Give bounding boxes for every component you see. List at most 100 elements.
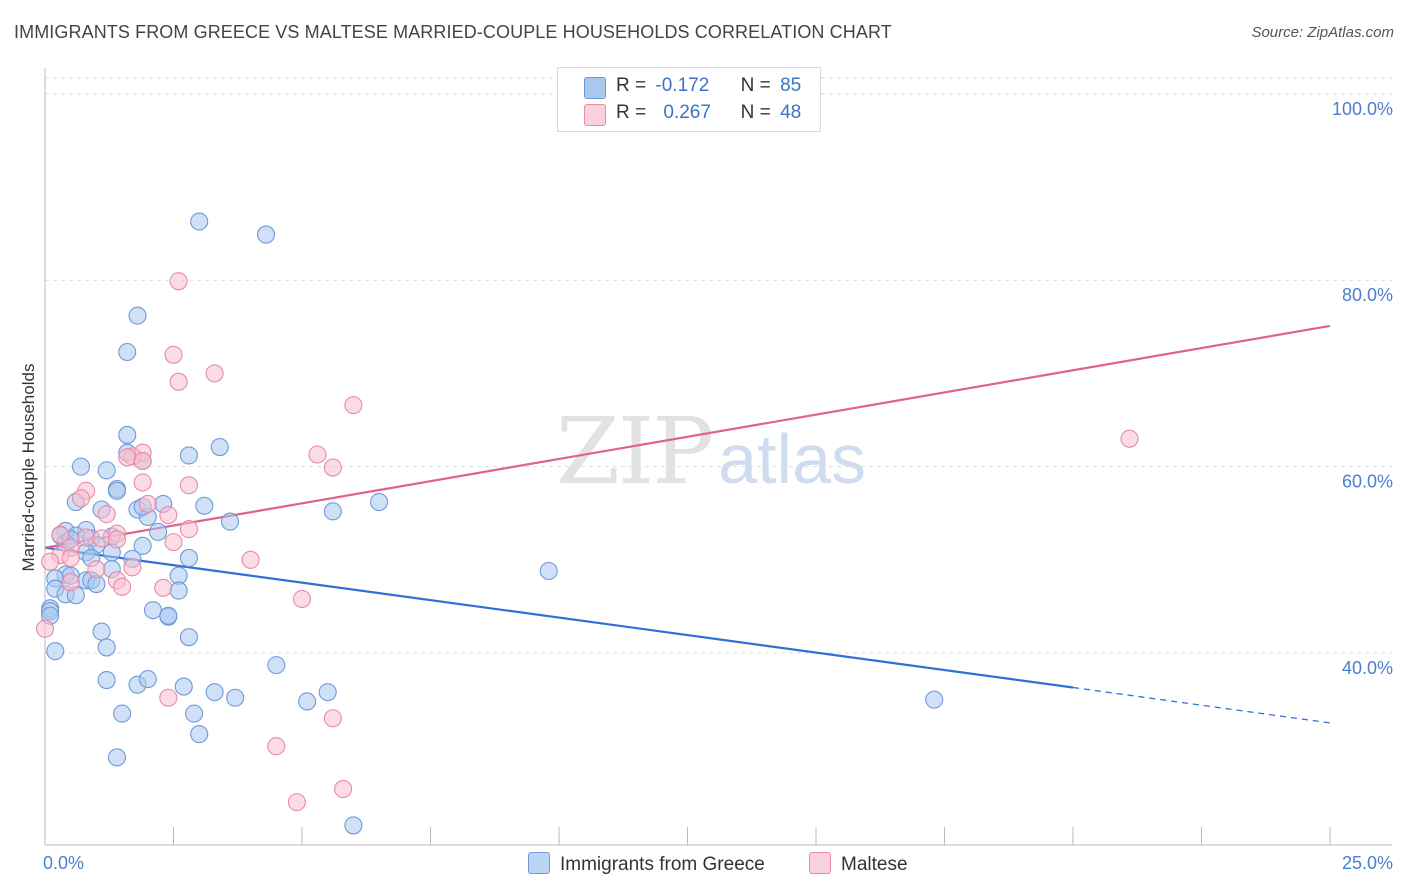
maltese-point [77,528,96,547]
y-axis-label: Married-couple Households [19,364,38,572]
maltese-point [292,589,312,609]
legend-swatch-pink [584,104,606,126]
maltese-point [287,793,306,812]
maltese-point [241,550,260,569]
greece-point [133,536,152,555]
legend-n-value: 85 [780,75,802,96]
greece-point [925,690,944,709]
y-tick-label: 100.0% [1332,99,1393,119]
axis-labels: 40.0% 60.0% 80.0% 100.0% 0.0% 25.0% Married-co… [19,99,1393,873]
maltese-point [164,345,183,364]
greece-point [107,748,127,767]
maltese-point [118,448,137,467]
legend-text: R = -0.172 N = 85 [616,75,801,97]
greece-point [539,561,558,581]
greece-point [190,725,209,744]
greece-point [97,638,116,657]
maltese-point [154,578,173,597]
greece-point [298,692,317,711]
maltese-point [87,560,106,579]
maltese-point [61,548,80,568]
maltese-point [308,445,327,464]
greece-trend-line [44,546,1074,689]
maltese-point [92,529,111,548]
greece-trend-extension [1072,686,1331,724]
maltese-point [113,577,132,596]
bottom-legend-label-maltese: Maltese [841,854,908,875]
maltese-point [205,364,224,383]
greece-point [174,677,193,696]
maltese-point [334,780,353,799]
trend-lines [44,324,1331,724]
maltese-point [138,494,157,513]
greece-point [344,816,363,835]
greece-point [97,461,116,480]
maltese-trend-line [44,324,1331,549]
greece-point [107,481,127,500]
axes [44,68,1392,846]
greece-point [179,548,198,568]
y-tick-label: 80.0% [1342,285,1393,305]
bottom-legend-greece: Immigrants from Greece [528,852,765,876]
data-points [35,212,1139,835]
greece-point [210,438,229,457]
legend-r-label: R = [616,102,647,123]
legend-r-value: 0.267 [663,102,711,123]
greece-point [128,306,147,325]
maltese-point [1120,429,1139,448]
greece-point [370,492,389,512]
greece-point [118,425,137,444]
maltese-point [159,688,178,707]
x-tick-label: 0.0% [43,853,84,873]
maltese-point [159,506,178,525]
greece-point [323,502,342,521]
greece-point [118,342,137,362]
legend-text: R = 0.267 N = 48 [616,102,801,124]
maltese-point [169,272,188,291]
bottom-legend-label-greece: Immigrants from Greece [560,854,765,875]
greece-point [138,670,157,689]
greece-point [179,446,198,465]
greece-point [92,622,111,641]
legend-n-label: N = [740,102,771,123]
maltese-point [179,520,198,539]
legend-swatch-blue [584,77,606,99]
maltese-point [169,372,188,391]
greece-point [179,628,198,647]
greece-point [149,522,168,541]
maltese-point [164,533,183,552]
maltese-point [61,573,80,592]
legend-n-label: N = [740,75,771,96]
chart-title: IMMIGRANTS FROM GREECE VS MALTESE MARRIE… [14,22,892,42]
maltese-point [51,525,70,544]
greece-point [195,496,214,515]
greece-point [169,581,188,600]
greece-point [113,704,132,723]
legend-r-label: R = [616,75,647,96]
greece-point [256,225,276,244]
x-tick-label: 25.0% [1342,853,1393,873]
bottom-legend-maltese: Maltese [809,852,908,876]
watermark: ZIPatlas [556,398,866,505]
correlation-legend: R = -0.172 N = 85 R = 0.267 N = 48 [557,67,821,132]
maltese-point [41,552,60,571]
maltese-point [344,396,363,415]
greece-point [220,512,240,531]
y-tick-label: 40.0% [1342,658,1393,678]
greece-point [46,642,65,661]
maltese-point [71,489,91,508]
maltese-point [133,451,152,471]
legend-n-value: 48 [780,102,802,123]
maltese-point [133,473,152,492]
maltese-point [97,505,116,524]
maltese-point [179,476,198,495]
legend-r-value: -0.172 [655,75,710,96]
greece-point [226,688,245,707]
y-tick-label: 60.0% [1342,472,1393,492]
greece-point [97,670,116,690]
greece-point [190,212,209,231]
bottom-legend-swatch-pink [809,852,831,874]
watermark-atlas: atlas [718,420,867,498]
maltese-point [323,458,342,477]
